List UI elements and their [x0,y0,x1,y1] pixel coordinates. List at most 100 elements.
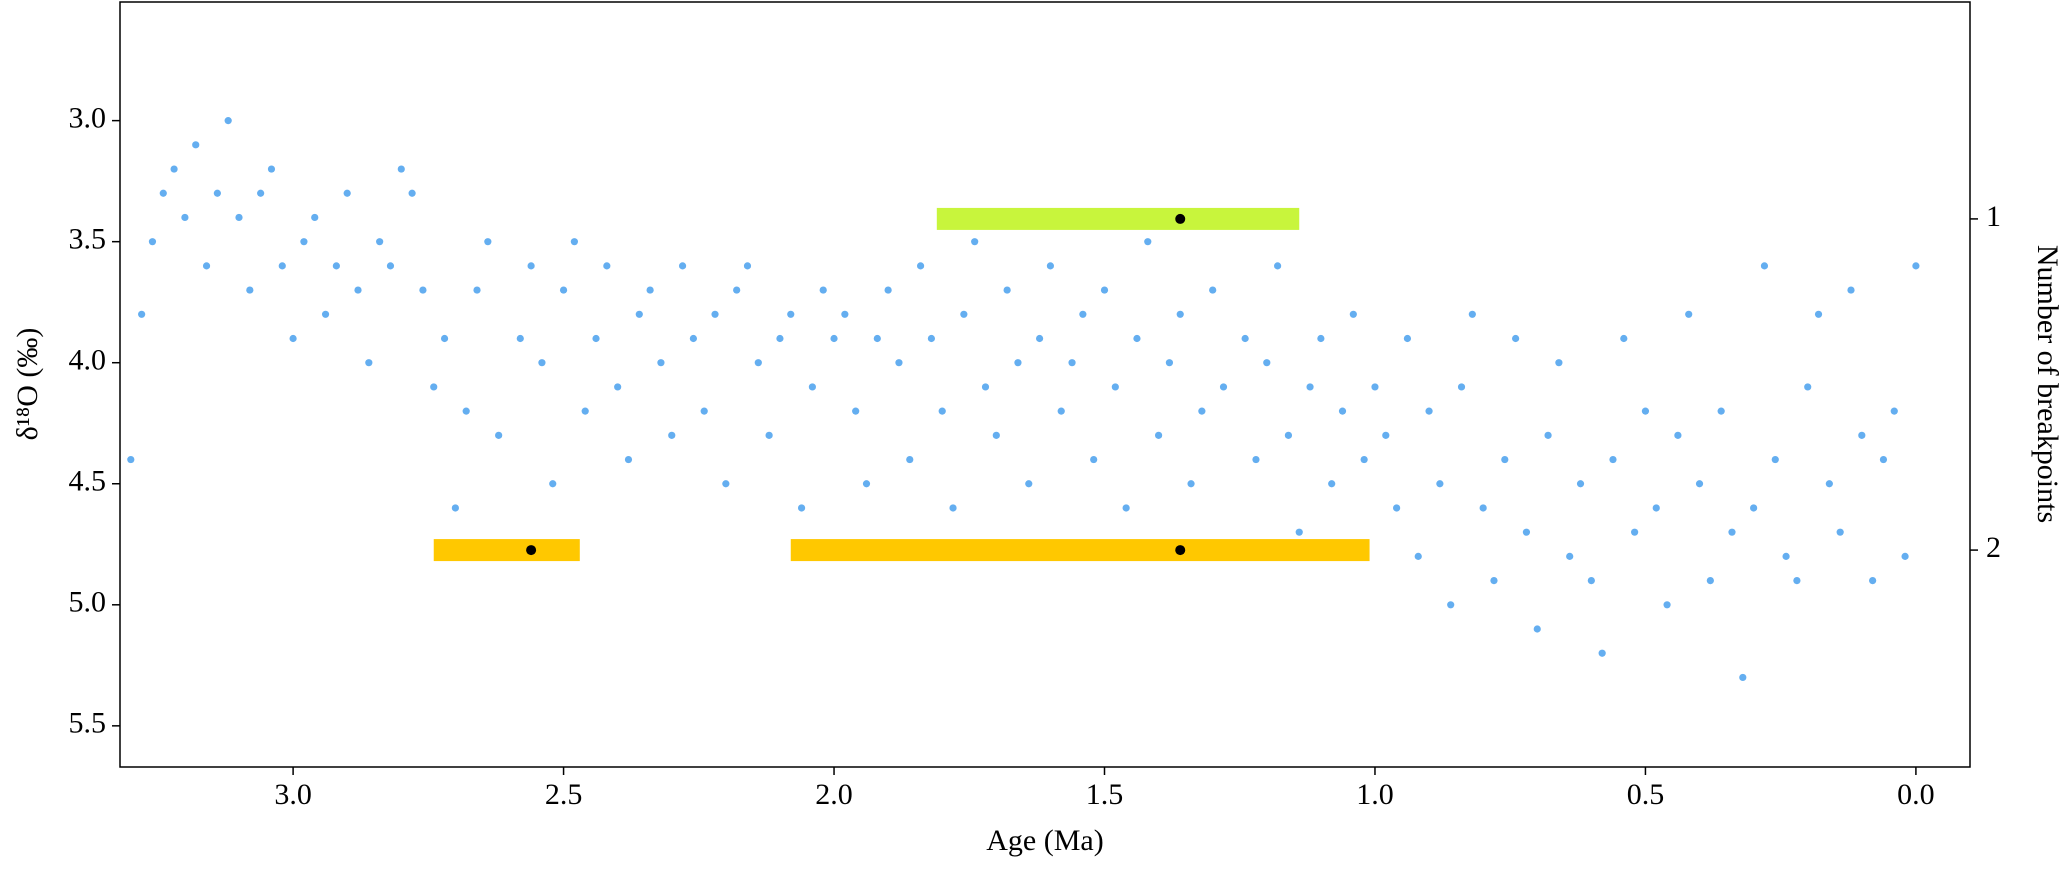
point [1695,480,1704,488]
point [181,213,189,222]
point [1068,359,1076,367]
point [1176,310,1184,318]
point [1144,238,1152,246]
point [354,286,362,294]
plot-frame [119,1,1971,768]
breakpoint-interval [790,539,1370,562]
point [570,238,578,246]
point [1209,286,1217,294]
y-tick-label: 3.5 [69,223,107,256]
point [192,141,200,149]
point [213,189,221,197]
point [992,431,1000,439]
point [960,310,968,318]
point [1371,383,1379,391]
y2-tick-label: 1 [1986,200,2001,233]
point [884,286,892,294]
point [430,383,438,391]
point [808,383,816,391]
point [484,238,492,246]
point [1739,673,1747,682]
point [722,480,730,488]
point [787,310,795,318]
point [170,165,178,173]
point [419,286,427,294]
point [927,334,936,343]
point [1025,480,1033,488]
point [1046,262,1055,270]
point [581,407,589,415]
point [657,359,665,367]
point [1393,504,1401,512]
point [1782,552,1790,560]
y-tick-label: 4.5 [69,465,107,498]
point [1274,262,1282,270]
point [1003,286,1011,294]
point [700,407,708,415]
point [1382,431,1390,439]
x-axis-label: Age (Ma) [986,824,1103,857]
y-tick-label: 4.0 [69,344,107,377]
point [603,262,611,270]
point [1349,310,1357,318]
point [1241,334,1249,343]
point [300,238,308,246]
point [1187,480,1195,488]
point [1154,431,1163,439]
point [311,213,319,222]
point [678,262,687,270]
point [332,262,340,270]
point [267,165,276,173]
point [1512,334,1520,343]
point [397,165,405,173]
point [1793,576,1801,585]
point [559,286,568,294]
point [754,359,762,367]
point [830,334,838,343]
point [148,238,157,246]
x-tick-label: 2.0 [815,778,853,811]
point [343,189,351,197]
point [1587,576,1595,585]
point [376,238,384,246]
point [624,455,633,464]
y2-axis-label: Number of breakpoints [2031,245,2064,523]
point [1284,431,1293,439]
point [1436,480,1444,488]
point [538,359,546,367]
point [451,504,459,512]
point [635,310,643,318]
point [527,262,535,270]
point [1555,359,1563,367]
point [916,262,925,270]
point [1652,504,1660,512]
point [711,310,719,318]
point [1728,528,1736,536]
point [1414,552,1422,560]
point [1501,455,1509,464]
point [1252,455,1260,464]
point [971,238,979,246]
point [138,310,146,318]
point [1609,455,1617,464]
breakpoint-estimate [526,545,537,556]
point [852,407,860,415]
point [1760,262,1769,270]
point [1912,262,1920,270]
point [765,431,773,439]
point [1685,310,1693,318]
point [495,431,503,439]
x-tick-label: 0.5 [1627,778,1665,811]
breakpoint-interval [433,539,580,562]
point [1847,286,1855,294]
point [224,117,232,125]
point [321,310,330,318]
point [1035,334,1044,343]
point [1360,455,1368,464]
point [981,383,990,391]
point [797,504,806,512]
y-tick-label: 3.0 [69,102,107,135]
point [549,480,557,488]
point [906,455,914,464]
